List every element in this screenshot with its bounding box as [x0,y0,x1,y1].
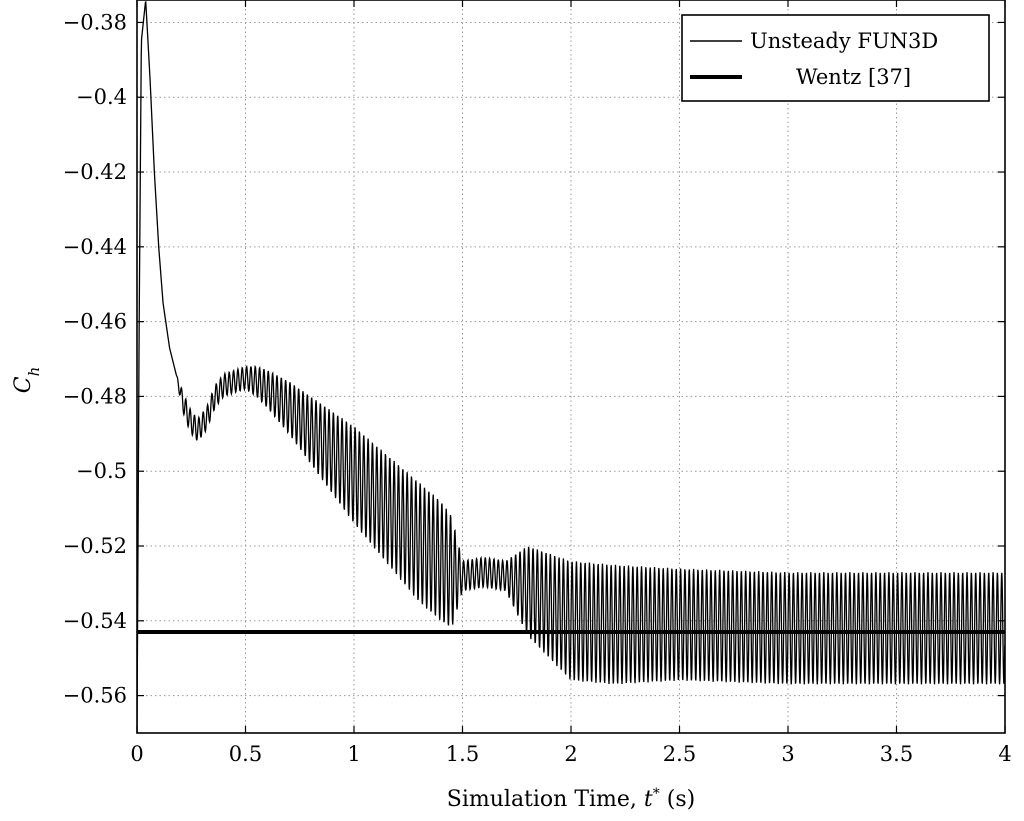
tick-labels: 0 0.5 1 1.5 2 2.5 3 3.5 4 −0.38 −0.4 −0.42 −0.44 −0.4… [63,10,1012,766]
legend-label-unsteady-fun3d: Unsteady FUN3D [750,29,938,53]
x-tick-label: 1.5 [446,742,479,766]
x-axis-label-text: Simulation Time, t* (s) [447,786,695,812]
y-tick-label: −0.46 [63,310,127,334]
x-tick-label: 3 [781,742,794,766]
x-tick-label: 4 [998,742,1011,766]
legend-label-wentz: Wentz [37] [796,65,911,89]
legend: Unsteady FUN3D Wentz [37] [681,14,990,102]
x-tick-label: 0.5 [229,742,262,766]
x-tick-label: 0 [130,742,143,766]
y-tick-label: −0.54 [63,609,127,633]
y-tick-label: −0.38 [63,10,127,34]
y-tick-label: −0.5 [76,459,127,483]
y-tick-label: −0.56 [63,684,127,708]
x-axis-label: Simulation Time, t* (s) [447,786,695,812]
series-unsteady-fun3d-line [137,1,1005,733]
x-axis-label-superscript: * [653,786,660,802]
y-tick-label: −0.44 [63,235,127,259]
x-axis-label-variable: t [644,787,653,812]
x-axis-label-part: Simulation Time, [447,787,644,812]
x-tick-label: 2.5 [663,742,696,766]
y-tick-label: −0.48 [63,384,127,408]
legend-box [681,14,990,102]
series-layer [137,1,1005,733]
x-tick-label: 2 [564,742,577,766]
x-axis-label-unit: (s) [660,787,695,812]
x-tick-label: 3.5 [880,742,913,766]
y-tick-label: −0.4 [76,85,127,109]
y-tick-label: −0.52 [63,534,127,558]
ticks [136,0,1006,733]
y-tick-label: −0.42 [63,160,127,184]
y-axis-label-subscript: h [25,367,43,377]
x-tick-label: 1 [347,742,360,766]
y-axis-label: Ch [11,367,43,394]
